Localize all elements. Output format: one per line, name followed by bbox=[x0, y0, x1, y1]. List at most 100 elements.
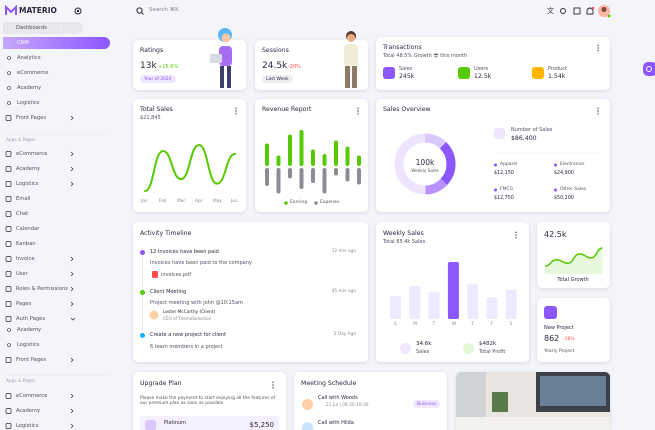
collapse-toggle[interactable] bbox=[74, 7, 82, 15]
total-growth-card: 42.5k Total Growth bbox=[537, 222, 610, 288]
nav-item[interactable]: Chat bbox=[16, 210, 29, 217]
illustration-woman bbox=[210, 28, 232, 88]
card-subtitle: Total 48.5% Growth 😎 this month bbox=[383, 53, 468, 59]
timeline-desc: Project meeting with john @10:15am bbox=[150, 300, 243, 306]
nav-item[interactable]: Roles & Permissions bbox=[16, 285, 68, 292]
sales-line bbox=[144, 143, 236, 193]
nav-bullet bbox=[7, 343, 11, 347]
nav-item[interactable]: User bbox=[16, 270, 28, 277]
nav-chevron bbox=[70, 115, 74, 121]
menu-button[interactable] bbox=[515, 231, 517, 239]
nav-item[interactable]: Logistics bbox=[16, 422, 39, 429]
customizer-button[interactable] bbox=[643, 62, 655, 76]
stat-value: $482k bbox=[479, 341, 497, 347]
expense-bar bbox=[357, 168, 361, 185]
nav-item[interactable]: eCommerce bbox=[16, 392, 48, 399]
avatar bbox=[302, 422, 313, 430]
menu-button[interactable] bbox=[357, 107, 359, 115]
icon bbox=[494, 128, 505, 139]
nav-item[interactable]: Calendar bbox=[16, 225, 40, 232]
line-chart bbox=[144, 143, 236, 193]
search-input[interactable]: Search ⌘K bbox=[149, 7, 179, 13]
card-title: Upgrade Plan bbox=[140, 380, 182, 387]
expense-bar bbox=[265, 168, 269, 186]
menu-button[interactable] bbox=[272, 381, 274, 389]
x-label: F bbox=[490, 322, 493, 327]
nav-item[interactable]: Analytics bbox=[17, 54, 41, 61]
weekly-bar bbox=[428, 291, 440, 319]
legend-dot bbox=[494, 188, 497, 192]
earning-bar bbox=[357, 155, 361, 166]
earning-bar bbox=[345, 146, 350, 166]
timeline bbox=[140, 250, 159, 338]
nav-item[interactable]: Logistics bbox=[17, 341, 40, 348]
nav-chevron bbox=[70, 271, 74, 277]
nav-item[interactable]: Pages bbox=[16, 300, 32, 307]
stat-value: 245k bbox=[399, 73, 415, 80]
timeline-desc: Invoices have been paid to the company bbox=[150, 260, 252, 266]
nav-bullet bbox=[7, 328, 11, 332]
timeline-title: 12 Invoices have been paid bbox=[150, 249, 219, 255]
nav-item[interactable]: eCommerce bbox=[16, 150, 48, 157]
avatar bbox=[302, 399, 313, 410]
stat-value: 862 bbox=[544, 334, 560, 343]
expense-bar bbox=[334, 168, 338, 176]
nav-item[interactable]: eCommerce bbox=[17, 69, 49, 76]
earning-bar bbox=[276, 155, 281, 166]
stat-label: Product bbox=[548, 66, 567, 72]
nav-bullet bbox=[7, 101, 11, 105]
donut-value: 100k bbox=[415, 158, 435, 167]
line-chart bbox=[544, 247, 603, 274]
nav-item[interactable]: Logistics bbox=[17, 99, 40, 106]
menu-button[interactable] bbox=[597, 44, 599, 52]
nav-item[interactable]: CRM bbox=[17, 39, 29, 46]
timeline-desc: 6 team members in a project bbox=[150, 344, 223, 350]
nav-chevron bbox=[70, 256, 74, 262]
nav-icon bbox=[5, 196, 12, 202]
nav-item[interactable]: Academy bbox=[17, 84, 42, 91]
x-label: W bbox=[451, 322, 457, 327]
menu-button[interactable] bbox=[235, 107, 237, 115]
plan-price: $5,250 bbox=[249, 421, 275, 429]
timeline-time: 12 min ago bbox=[331, 249, 356, 254]
attachment[interactable]: invoices.pdf bbox=[161, 272, 192, 278]
nav-item[interactable]: Academy bbox=[17, 326, 42, 333]
top-icons[interactable]: 文 bbox=[545, 4, 615, 18]
nav-item[interactable]: Academy bbox=[16, 407, 41, 414]
nav-icon bbox=[5, 181, 12, 187]
activity-card: Activity Timeline 12 Invoices have been … bbox=[133, 222, 368, 362]
nav-item[interactable]: Auth Pages bbox=[16, 315, 46, 322]
stat-value: 24.5k bbox=[262, 61, 288, 71]
weekly-bar bbox=[409, 285, 421, 319]
nav-icon bbox=[5, 301, 12, 307]
chip: Last Week bbox=[262, 75, 293, 83]
new-project-card: New Project 862 -18% Yearly Project bbox=[537, 298, 610, 362]
plan-name: Platinum bbox=[164, 420, 187, 426]
meeting-title: Call with Woods bbox=[318, 395, 358, 401]
nav-item[interactable]: Kanban bbox=[16, 240, 36, 247]
nav-bullet bbox=[7, 56, 11, 60]
nav-item[interactable]: Email bbox=[16, 195, 31, 202]
menu-button[interactable] bbox=[597, 107, 599, 115]
nav-item[interactable]: Academy bbox=[16, 165, 41, 172]
illustration-man bbox=[344, 31, 358, 88]
stat-value: 42.5k bbox=[544, 230, 567, 239]
nav-chevron bbox=[70, 357, 74, 363]
card-title: Activity Timeline bbox=[140, 230, 192, 237]
nav-chevron bbox=[70, 166, 74, 172]
nav-item[interactable]: Dashboards bbox=[16, 24, 47, 31]
legend-value: $12,150 bbox=[494, 171, 514, 176]
x-label: T bbox=[432, 322, 436, 327]
nav-item[interactable]: Invoice bbox=[16, 255, 35, 262]
nav-item[interactable]: Logistics bbox=[16, 180, 39, 187]
nav-chevron bbox=[70, 181, 74, 187]
legend-dot bbox=[554, 163, 557, 167]
legend-label: Electronics bbox=[560, 162, 585, 167]
nav-icon bbox=[5, 408, 12, 414]
nav-item[interactable]: Front Pages bbox=[16, 356, 47, 363]
nav-item[interactable]: Front Pages bbox=[16, 114, 47, 121]
nav-section: Apps & Pages bbox=[6, 378, 36, 384]
donut-segment bbox=[424, 178, 448, 195]
expense-bar bbox=[322, 168, 327, 194]
